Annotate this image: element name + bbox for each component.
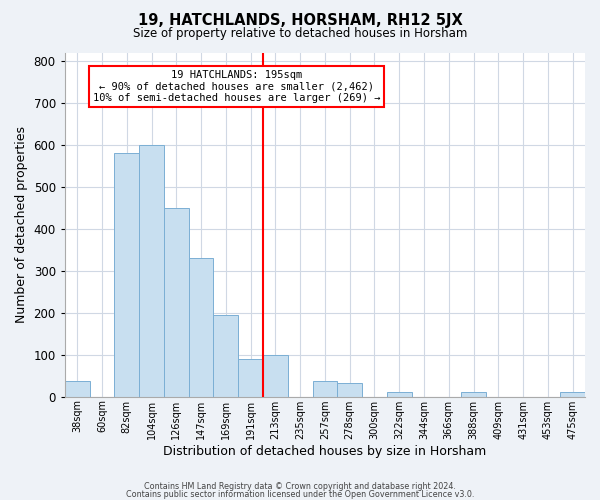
Bar xyxy=(461,392,486,396)
Bar xyxy=(115,153,139,396)
Bar xyxy=(263,354,288,397)
Bar xyxy=(188,258,214,396)
Y-axis label: Number of detached properties: Number of detached properties xyxy=(15,126,28,323)
Bar xyxy=(238,359,263,397)
Bar xyxy=(214,315,238,396)
Bar xyxy=(313,380,337,396)
Text: 19, HATCHLANDS, HORSHAM, RH12 5JX: 19, HATCHLANDS, HORSHAM, RH12 5JX xyxy=(137,12,463,28)
Text: 19 HATCHLANDS: 195sqm
← 90% of detached houses are smaller (2,462)
10% of semi-d: 19 HATCHLANDS: 195sqm ← 90% of detached … xyxy=(93,70,380,103)
Bar xyxy=(164,208,188,396)
X-axis label: Distribution of detached houses by size in Horsham: Distribution of detached houses by size … xyxy=(163,444,487,458)
Text: Size of property relative to detached houses in Horsham: Size of property relative to detached ho… xyxy=(133,28,467,40)
Bar xyxy=(139,145,164,397)
Bar xyxy=(560,392,585,396)
Bar xyxy=(387,392,412,396)
Text: Contains public sector information licensed under the Open Government Licence v3: Contains public sector information licen… xyxy=(126,490,474,499)
Bar xyxy=(337,383,362,396)
Text: Contains HM Land Registry data © Crown copyright and database right 2024.: Contains HM Land Registry data © Crown c… xyxy=(144,482,456,491)
Bar xyxy=(65,380,89,396)
